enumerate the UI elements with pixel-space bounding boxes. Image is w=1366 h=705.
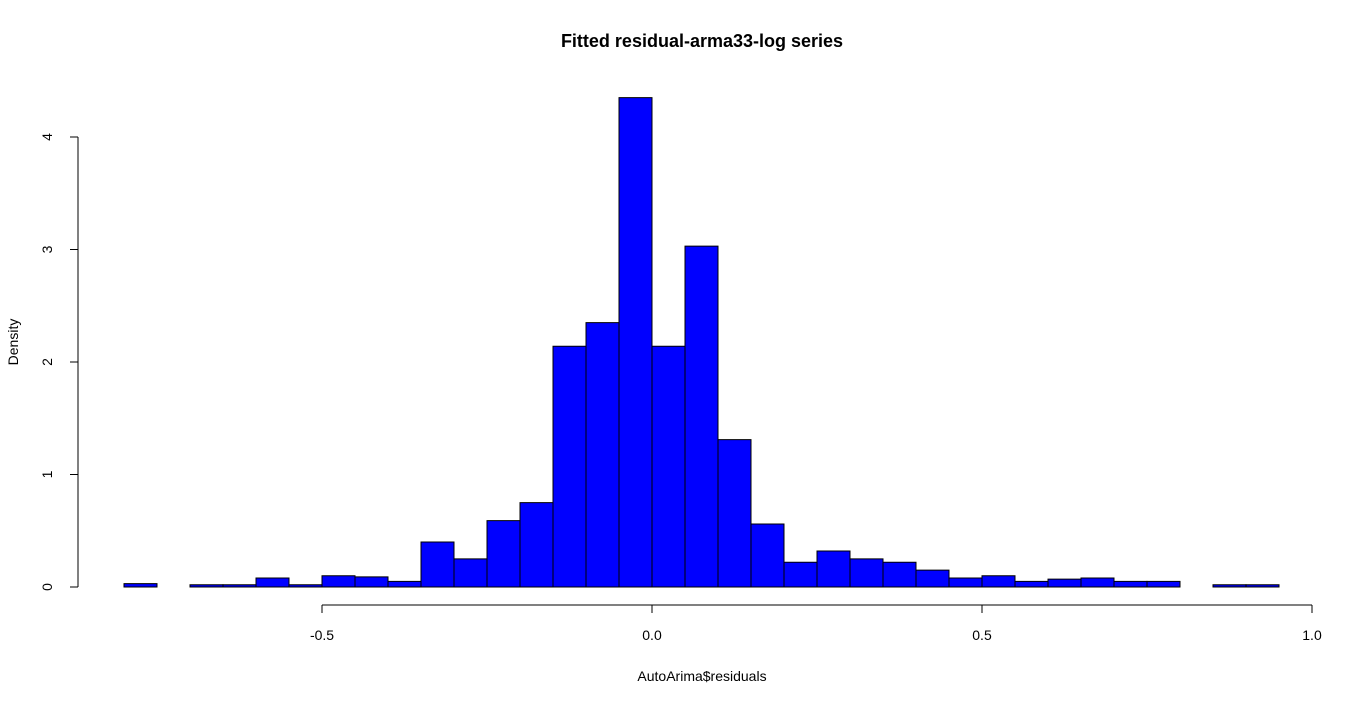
histogram-bar (750, 523, 785, 588)
histogram-bar (1212, 584, 1247, 588)
histogram-bar (321, 575, 356, 588)
y-tick-label: 3 (39, 245, 55, 253)
histogram-bar (717, 439, 752, 588)
histogram-bars (123, 97, 1280, 588)
histogram-bar (684, 245, 719, 588)
x-axis-label: AutoArima$residuals (637, 668, 766, 684)
x-tick-label: 1.0 (1302, 627, 1322, 643)
histogram-bar (618, 97, 653, 588)
histogram-bar (552, 345, 587, 588)
y-axis: 0 1 2 3 4 (39, 133, 79, 591)
y-tick-label: 4 (39, 133, 55, 141)
histogram-bar (222, 584, 257, 588)
histogram-bar (783, 561, 818, 588)
histogram-bar (1047, 578, 1082, 588)
histogram-bar (816, 550, 851, 588)
histogram-bar (354, 576, 389, 588)
histogram-bar (189, 584, 224, 588)
y-tick-label: 0 (39, 583, 55, 591)
histogram-bar (387, 580, 422, 588)
histogram-bar (981, 575, 1016, 588)
histogram-bar (255, 577, 290, 588)
histogram-bar (420, 541, 455, 588)
histogram-bar (1113, 580, 1148, 588)
histogram-bar (453, 558, 488, 588)
histogram-bar (849, 558, 884, 588)
x-tick-label: -0.5 (310, 627, 334, 643)
histogram-bar (1146, 580, 1181, 588)
chart-title: Fitted residual-arma33-log series (561, 31, 843, 51)
histogram-bar (486, 520, 521, 588)
x-tick-label: 0.0 (642, 627, 662, 643)
y-axis-label: Density (5, 319, 21, 366)
histogram-bar (915, 569, 950, 588)
y-tick-label: 1 (39, 470, 55, 478)
histogram-bar (1245, 584, 1280, 588)
x-axis: -0.5 0.0 0.5 1.0 (310, 604, 1322, 643)
histogram-bar (585, 322, 620, 588)
histogram-bar (651, 345, 686, 588)
histogram-bar (948, 577, 983, 588)
histogram-bar (1014, 580, 1049, 588)
histogram-bar (519, 502, 554, 588)
histogram-bar (882, 561, 917, 588)
histogram-bar (123, 583, 158, 588)
y-tick-label: 2 (39, 358, 55, 366)
histogram-bar (288, 584, 323, 588)
histogram-bar (1080, 577, 1115, 588)
x-tick-label: 0.5 (972, 627, 992, 643)
